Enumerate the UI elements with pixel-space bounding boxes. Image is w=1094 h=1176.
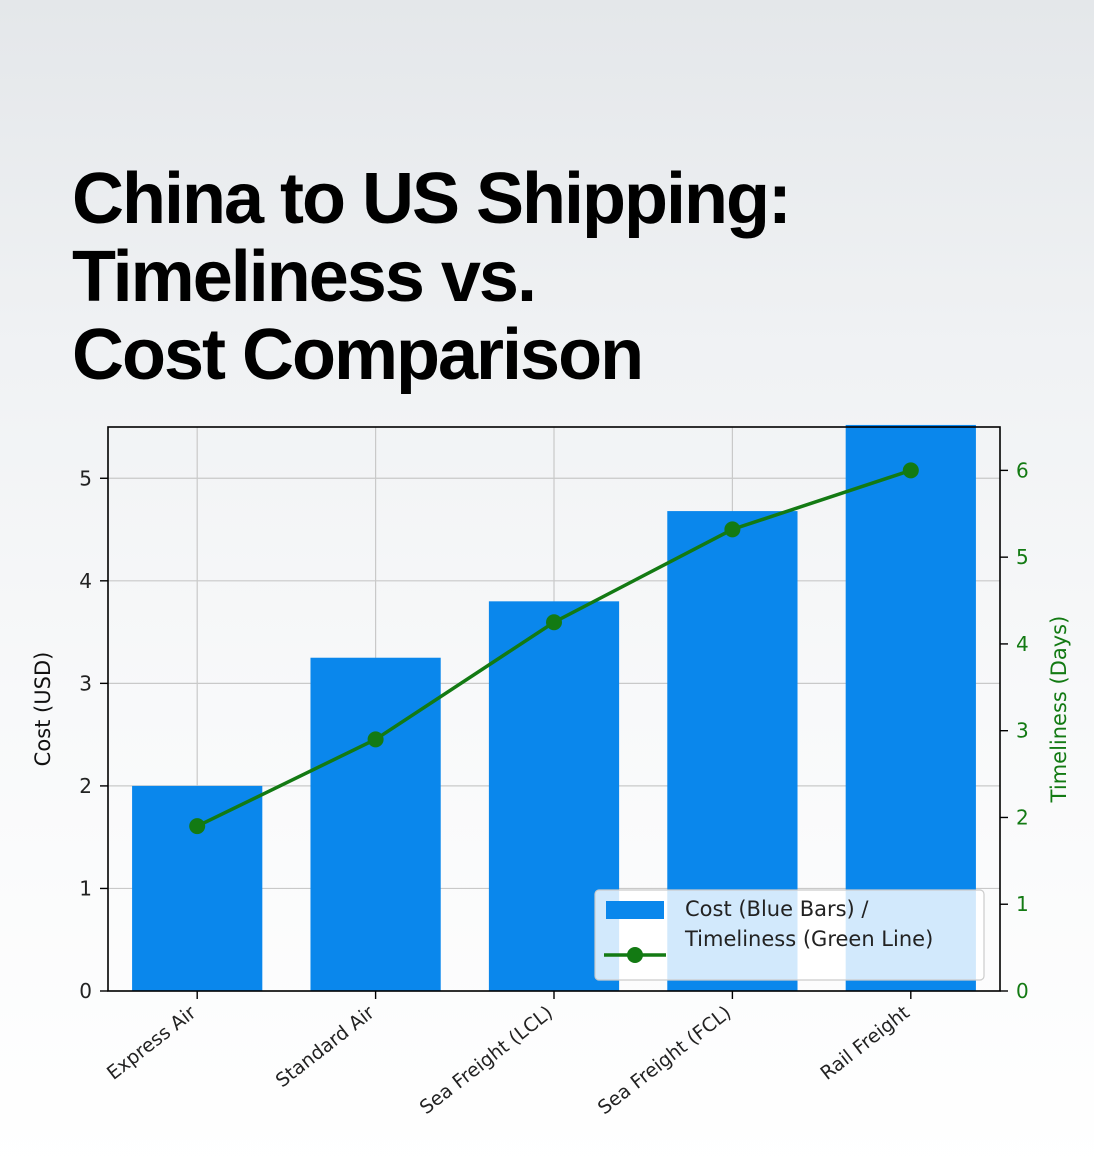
y2-tick-label: 6 [1016,458,1029,482]
page-title: China to US Shipping: Timeliness vs. Cos… [72,159,792,395]
y-tick-label: 0 [79,979,92,1003]
legend-line-marker [627,947,643,963]
x-tick-label: Standard Air [272,1001,379,1091]
legend-label-2: Timeliness (Green Line) [684,927,933,951]
timeliness-line-series [189,462,919,835]
timeliness-point-4 [724,521,741,538]
y2-tick-label: 0 [1016,979,1029,1003]
y-tick-label: 3 [79,671,92,695]
title-line-1: China to US Shipping: [72,159,792,239]
legend-box [594,889,985,981]
legend: Cost (Blue Bars) / Timeliness (Green Line… [594,889,985,981]
y-tick-label: 4 [79,569,92,593]
timeliness-point-2 [367,731,384,748]
legend-bar-swatch [606,901,664,919]
y2-tick-label: 1 [1016,892,1029,916]
title-line-3: Cost Comparison [72,315,644,395]
x-tick-label: Express Air [103,1001,200,1084]
y2-tick-label: 5 [1016,545,1029,569]
timeliness-point-5 [902,462,919,479]
bar-2 [310,657,441,991]
x-tick-label: Rail Freight [816,1002,913,1085]
title-line-2: Timeliness vs. [72,237,537,317]
y2-tick-label: 4 [1016,632,1029,656]
timeliness-point-3 [546,614,562,631]
y2-axis-label: Timeliness (Days) [1047,616,1071,804]
y2-tick-label: 3 [1016,719,1029,743]
y-tick-label: 5 [79,466,92,490]
bar-1 [132,785,263,991]
y-axis-label: Cost (USD) [31,652,55,767]
legend-label-1: Cost (Blue Bars) / [685,897,869,921]
y-tick-label: 2 [79,774,92,798]
timeliness-point-1 [189,818,206,835]
y-tick-label: 1 [79,876,92,900]
x-tick-label: Sea Freight (FCL) [594,1002,736,1119]
x-tick-label: Sea Freight (LCL) [416,1002,557,1119]
y2-tick-label: 2 [1016,805,1029,829]
